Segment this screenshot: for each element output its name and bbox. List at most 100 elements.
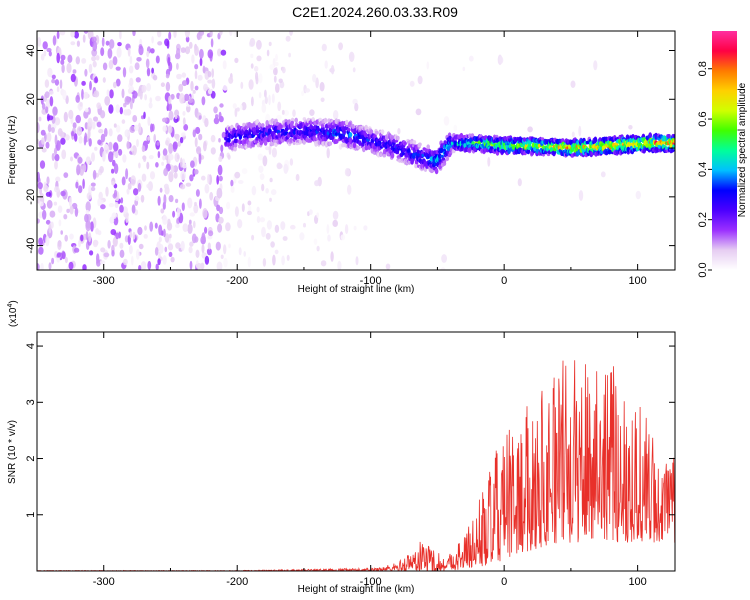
noise-blob <box>191 233 197 244</box>
colorbar-tick-label: 0.4 <box>697 162 709 177</box>
noise-blob <box>157 41 163 46</box>
noise-blob <box>129 77 134 87</box>
noise-blob <box>124 129 130 138</box>
noise-blob <box>132 115 138 123</box>
noise-blob <box>211 78 216 89</box>
ridge-cell <box>327 124 332 129</box>
noise-blob <box>100 204 106 210</box>
noise-blob <box>51 257 55 265</box>
noise-blob <box>51 127 55 133</box>
noise-blob <box>274 62 279 66</box>
noise-blob <box>75 56 81 65</box>
noise-blob <box>37 218 40 224</box>
noise-blob <box>196 262 202 270</box>
noise-blob <box>135 77 141 83</box>
noise-blob <box>273 67 278 76</box>
ridge-cell <box>593 137 597 144</box>
noise-blob <box>138 45 144 56</box>
noise-blob <box>56 252 62 258</box>
noise-blob <box>108 151 114 163</box>
noise-blob <box>314 180 320 187</box>
spectrogram-frame <box>36 30 676 271</box>
snr-x-axis-label: Height of straight line (km) <box>298 584 415 595</box>
noise-blob <box>144 225 147 231</box>
noise-blob <box>600 171 606 178</box>
noise-blob <box>70 156 73 162</box>
noise-blob <box>58 219 62 227</box>
noise-blob <box>39 160 46 169</box>
noise-blob <box>264 96 268 105</box>
snr-frame <box>36 331 676 572</box>
noise-blob <box>248 79 254 90</box>
noise-blob <box>320 260 327 267</box>
noise-blob <box>223 257 228 268</box>
noise-blob <box>270 241 275 248</box>
noise-blob <box>179 184 186 190</box>
noise-blob <box>204 183 210 194</box>
noise-blob <box>278 78 283 84</box>
noise-blob <box>243 251 246 257</box>
noise-blob <box>119 204 124 213</box>
noise-blob <box>115 104 120 114</box>
noise-blob <box>275 53 278 62</box>
noise-blob <box>168 143 174 154</box>
noise-blob <box>295 173 300 182</box>
snr-y-tick-label: 4 <box>25 343 37 349</box>
noise-blob <box>109 39 115 49</box>
noise-blob <box>187 223 193 234</box>
noise-blob <box>160 82 165 87</box>
spectrogram-x-tick-label: -200 <box>226 275 248 287</box>
ridge-cell <box>484 135 488 139</box>
ridge-cell <box>259 140 264 146</box>
noise-blob <box>126 140 130 150</box>
noise-blob <box>261 226 266 238</box>
noise-blob <box>113 123 117 128</box>
noise-blob <box>69 233 74 240</box>
ridge-cell <box>447 153 452 158</box>
noise-blob <box>234 171 241 179</box>
noise-blob <box>154 222 158 229</box>
ridge-cell <box>503 136 508 141</box>
noise-blob <box>60 230 63 235</box>
noise-blob <box>137 226 143 236</box>
noise-blob <box>175 137 180 141</box>
noise-blob <box>249 37 256 47</box>
noise-blob <box>149 171 156 180</box>
noise-blob <box>201 175 206 181</box>
colorbar-label: Normalized spectral amplitude <box>737 82 748 217</box>
noise-blob <box>174 114 178 120</box>
noise-blob <box>256 55 262 62</box>
noise-blob <box>54 117 61 126</box>
ridge-cell <box>446 146 451 152</box>
noise-blob <box>207 49 214 59</box>
noise-blob <box>98 191 103 200</box>
noise-blob <box>154 247 159 256</box>
noise-blob <box>280 221 286 231</box>
noise-blob <box>170 93 175 100</box>
noise-blob <box>127 47 131 57</box>
noise-blob <box>144 94 148 101</box>
noise-blob <box>46 176 50 185</box>
noise-blob <box>85 201 91 212</box>
noise-blob <box>133 124 139 131</box>
noise-blob <box>96 102 102 109</box>
noise-blob <box>265 232 271 240</box>
noise-blob <box>193 204 199 214</box>
ridge-cell <box>233 142 238 148</box>
noise-blob <box>216 175 220 185</box>
noise-blob <box>94 146 98 151</box>
noise-blob <box>143 234 148 239</box>
noise-blob <box>176 207 181 218</box>
noise-blob <box>60 54 66 61</box>
noise-blob <box>199 48 204 59</box>
noise-blob <box>189 174 194 182</box>
noise-blob <box>578 125 582 137</box>
noise-blob <box>152 74 158 81</box>
noise-blob <box>163 183 169 190</box>
noise-blob <box>304 88 311 93</box>
noise-blob <box>41 137 45 145</box>
noise-blob <box>330 251 334 262</box>
noise-blob <box>227 154 231 160</box>
noise-blob <box>134 62 140 70</box>
noise-blob <box>49 90 54 95</box>
